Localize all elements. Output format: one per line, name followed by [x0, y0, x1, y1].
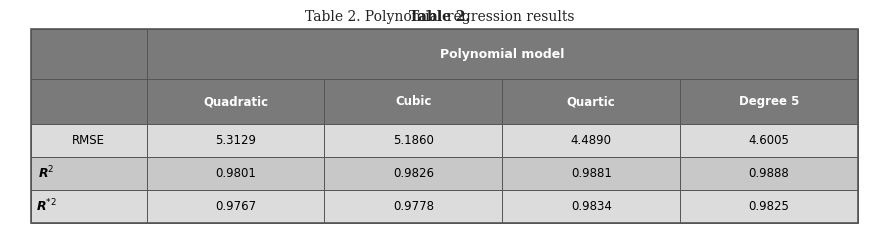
Bar	[147, 190, 325, 223]
Text: 0.9881: 0.9881	[571, 167, 612, 180]
Bar	[502, 157, 680, 190]
Text: 5.1860: 5.1860	[393, 134, 434, 147]
Text: 5.3129: 5.3129	[215, 134, 256, 147]
Bar	[502, 190, 680, 223]
Text: 4.6005: 4.6005	[749, 134, 789, 147]
Bar	[31, 190, 147, 223]
Bar	[502, 79, 680, 124]
Text: Table 2.: Table 2.	[409, 10, 471, 24]
Text: Quadratic: Quadratic	[203, 95, 268, 108]
Text: 0.9801: 0.9801	[215, 167, 256, 180]
Text: 4.4890: 4.4890	[571, 134, 612, 147]
Bar	[680, 157, 858, 190]
Bar	[147, 124, 325, 157]
Text: Degree 5: Degree 5	[739, 95, 799, 108]
Bar	[147, 79, 325, 124]
Bar	[325, 79, 502, 124]
Text: RMSE: RMSE	[72, 134, 106, 147]
Bar	[325, 190, 502, 223]
Bar	[325, 124, 502, 157]
Text: $\mathbfit{R}^{*2}$: $\mathbfit{R}^{*2}$	[36, 198, 57, 214]
Text: Table 2. Polynomial regression results: Table 2. Polynomial regression results	[305, 10, 575, 24]
Bar	[680, 79, 858, 124]
Text: 0.9826: 0.9826	[392, 167, 434, 180]
Bar	[147, 29, 858, 79]
Text: $\mathbfit{R}^{2}$: $\mathbfit{R}^{2}$	[38, 165, 55, 182]
Bar	[31, 124, 147, 157]
Text: 0.9778: 0.9778	[392, 200, 434, 212]
Text: 0.9825: 0.9825	[749, 200, 789, 212]
Text: 0.9888: 0.9888	[749, 167, 789, 180]
Bar	[31, 79, 147, 124]
Text: Cubic: Cubic	[395, 95, 431, 108]
Bar	[502, 124, 680, 157]
Bar	[31, 157, 147, 190]
Text: 0.9834: 0.9834	[571, 200, 612, 212]
Text: Quartic: Quartic	[567, 95, 616, 108]
Text: Polynomial model: Polynomial model	[440, 48, 564, 61]
Bar	[31, 29, 858, 223]
Text: 0.9767: 0.9767	[215, 200, 256, 212]
Bar	[680, 124, 858, 157]
Bar	[147, 157, 325, 190]
Bar	[325, 157, 502, 190]
Bar	[31, 29, 147, 79]
Bar	[680, 190, 858, 223]
